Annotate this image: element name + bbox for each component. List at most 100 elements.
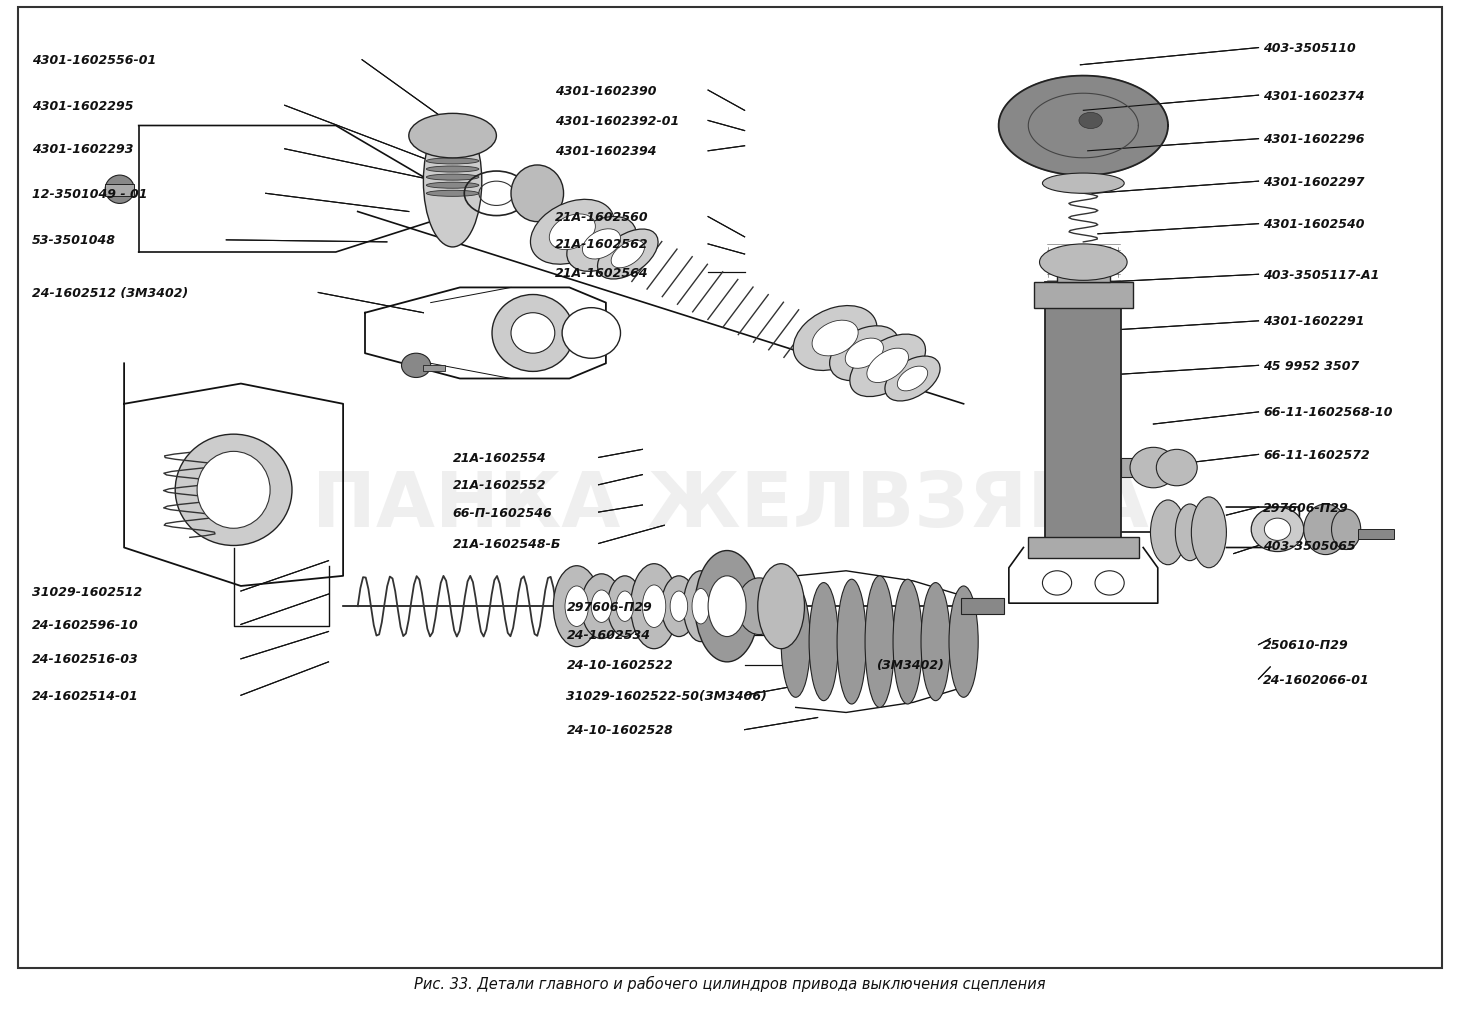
Ellipse shape bbox=[695, 551, 759, 662]
Ellipse shape bbox=[607, 576, 642, 637]
Text: Рис. 33. Детали главного и рабочего цилиндров привода выключения сцепления: Рис. 33. Детали главного и рабочего цили… bbox=[415, 975, 1045, 991]
Ellipse shape bbox=[562, 308, 620, 359]
Bar bbox=[1034, 283, 1133, 308]
Ellipse shape bbox=[566, 217, 637, 272]
Bar bbox=[1358, 530, 1394, 540]
Text: 4301-1602394: 4301-1602394 bbox=[555, 146, 657, 158]
Ellipse shape bbox=[581, 574, 622, 639]
Text: 45 9952 3507: 45 9952 3507 bbox=[1263, 360, 1359, 372]
Ellipse shape bbox=[837, 579, 866, 705]
Text: 4301-1602390: 4301-1602390 bbox=[555, 85, 657, 97]
Bar bbox=[1121, 459, 1162, 477]
Text: 250610-П29: 250610-П29 bbox=[1263, 639, 1349, 651]
Ellipse shape bbox=[1095, 571, 1124, 595]
Ellipse shape bbox=[426, 151, 479, 157]
Text: 21А-1602552: 21А-1602552 bbox=[453, 479, 546, 491]
Text: 24-1602066-01: 24-1602066-01 bbox=[1263, 673, 1369, 685]
Text: 4301-1602392-01: 4301-1602392-01 bbox=[555, 115, 679, 127]
Ellipse shape bbox=[758, 564, 804, 649]
Ellipse shape bbox=[597, 229, 658, 280]
Ellipse shape bbox=[591, 590, 612, 623]
Text: 66-П-1602546: 66-П-1602546 bbox=[453, 507, 552, 519]
Text: 297606-П29: 297606-П29 bbox=[566, 601, 653, 613]
Ellipse shape bbox=[197, 452, 270, 529]
Text: 4301-1602540: 4301-1602540 bbox=[1263, 218, 1365, 231]
Ellipse shape bbox=[1042, 174, 1124, 194]
Ellipse shape bbox=[631, 564, 677, 649]
Ellipse shape bbox=[409, 114, 496, 159]
Ellipse shape bbox=[402, 354, 431, 378]
Ellipse shape bbox=[105, 176, 134, 204]
Ellipse shape bbox=[423, 116, 482, 248]
Text: 403-3505110: 403-3505110 bbox=[1263, 42, 1356, 55]
Text: 66-11-1602568-10: 66-11-1602568-10 bbox=[1263, 406, 1393, 419]
Text: 12-3501049 - 01: 12-3501049 - 01 bbox=[32, 188, 147, 200]
Ellipse shape bbox=[511, 166, 564, 222]
Ellipse shape bbox=[1150, 500, 1186, 565]
Ellipse shape bbox=[1264, 519, 1291, 541]
Bar bbox=[1057, 248, 1110, 283]
Bar bbox=[423, 366, 445, 372]
Text: 297606-П29: 297606-П29 bbox=[1263, 501, 1349, 514]
Text: 24-1602514-01: 24-1602514-01 bbox=[32, 690, 139, 702]
Text: 24-1602534: 24-1602534 bbox=[566, 629, 651, 641]
Ellipse shape bbox=[894, 579, 923, 705]
Text: 4301-1602296: 4301-1602296 bbox=[1263, 133, 1365, 146]
Text: 31029-1602522-50(ЗМ3406): 31029-1602522-50(ЗМ3406) bbox=[566, 690, 768, 702]
Ellipse shape bbox=[812, 320, 858, 357]
Ellipse shape bbox=[692, 588, 710, 624]
Ellipse shape bbox=[898, 367, 927, 391]
Text: 66-11-1602572: 66-11-1602572 bbox=[1263, 449, 1369, 461]
Ellipse shape bbox=[708, 576, 746, 637]
Ellipse shape bbox=[426, 167, 479, 173]
Ellipse shape bbox=[661, 576, 696, 637]
Ellipse shape bbox=[175, 435, 292, 546]
Ellipse shape bbox=[864, 576, 894, 708]
Ellipse shape bbox=[549, 214, 596, 251]
Ellipse shape bbox=[426, 143, 479, 149]
Text: 403-3505117-А1: 403-3505117-А1 bbox=[1263, 269, 1380, 281]
Ellipse shape bbox=[642, 585, 666, 628]
Ellipse shape bbox=[1130, 448, 1177, 488]
Text: ПАНКА ЖЕЛВЗЯКА: ПАНКА ЖЕЛВЗЯКА bbox=[311, 468, 1149, 543]
Ellipse shape bbox=[845, 339, 883, 369]
Ellipse shape bbox=[616, 591, 634, 622]
Ellipse shape bbox=[565, 586, 588, 627]
Ellipse shape bbox=[670, 591, 688, 622]
Ellipse shape bbox=[426, 159, 479, 165]
Text: 53-3501048: 53-3501048 bbox=[32, 235, 117, 247]
Polygon shape bbox=[999, 77, 1168, 176]
Ellipse shape bbox=[426, 134, 479, 141]
Text: 4301-1602295: 4301-1602295 bbox=[32, 100, 134, 112]
Ellipse shape bbox=[426, 175, 479, 181]
Text: 4301-1602556-01: 4301-1602556-01 bbox=[32, 55, 156, 67]
Ellipse shape bbox=[829, 327, 899, 381]
Text: 4301-1602297: 4301-1602297 bbox=[1263, 176, 1365, 188]
Text: 24-10-1602522: 24-10-1602522 bbox=[566, 659, 673, 671]
Ellipse shape bbox=[921, 583, 950, 701]
Text: 21А-1602562: 21А-1602562 bbox=[555, 239, 648, 251]
Ellipse shape bbox=[426, 183, 479, 189]
Ellipse shape bbox=[850, 335, 926, 397]
Ellipse shape bbox=[1156, 450, 1197, 486]
Ellipse shape bbox=[1191, 497, 1226, 568]
Ellipse shape bbox=[1079, 113, 1102, 129]
Text: 31029-1602512: 31029-1602512 bbox=[32, 585, 143, 598]
Text: 21А-1602564: 21А-1602564 bbox=[555, 267, 648, 279]
Ellipse shape bbox=[867, 349, 908, 383]
Text: 21А-1602560: 21А-1602560 bbox=[555, 211, 648, 223]
Bar bbox=[105, 185, 134, 197]
Text: 24-1602516-03: 24-1602516-03 bbox=[32, 653, 139, 665]
Ellipse shape bbox=[1042, 571, 1072, 595]
Ellipse shape bbox=[683, 571, 718, 642]
Ellipse shape bbox=[793, 306, 877, 371]
Ellipse shape bbox=[1040, 245, 1127, 281]
Text: 4301-1602374: 4301-1602374 bbox=[1263, 90, 1365, 102]
Ellipse shape bbox=[612, 241, 644, 269]
Ellipse shape bbox=[492, 295, 574, 372]
Text: 21А-1602554: 21А-1602554 bbox=[453, 452, 546, 464]
Ellipse shape bbox=[1304, 504, 1348, 555]
Bar bbox=[1028, 538, 1139, 558]
Ellipse shape bbox=[1251, 508, 1304, 552]
Ellipse shape bbox=[583, 229, 620, 260]
